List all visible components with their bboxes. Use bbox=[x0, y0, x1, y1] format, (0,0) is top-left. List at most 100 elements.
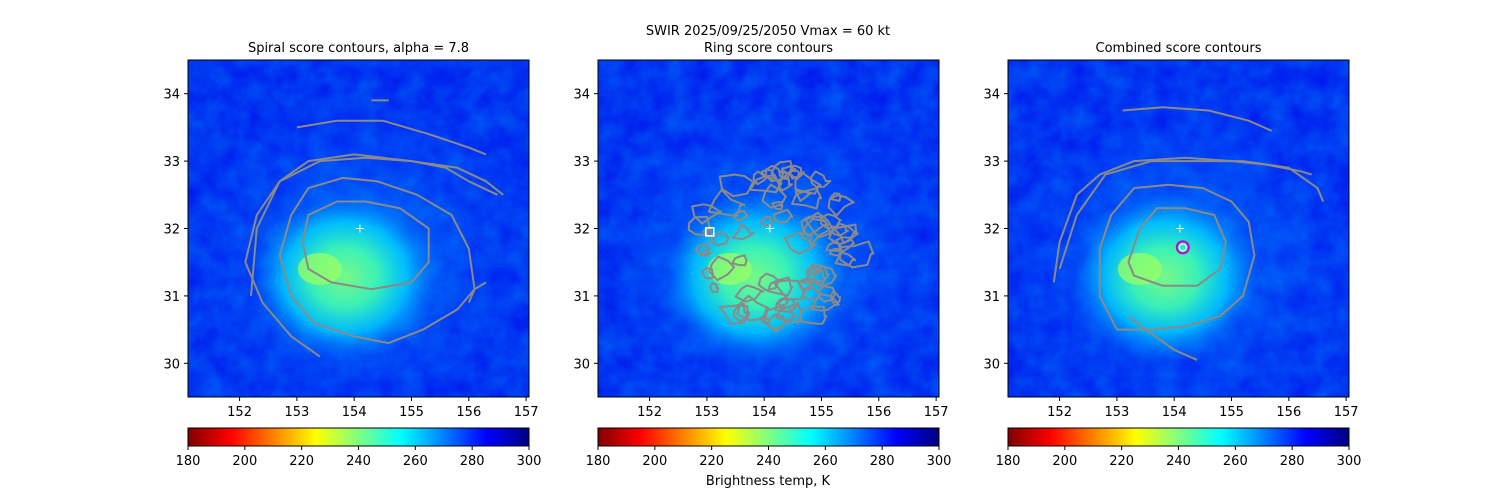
y-tick-label: 34 bbox=[573, 88, 590, 103]
y-tick-label: 33 bbox=[163, 155, 180, 170]
storm-center-marker bbox=[765, 224, 774, 233]
score-contour bbox=[757, 272, 781, 292]
score-contour bbox=[701, 267, 715, 280]
colorbar-tick-label: 220 bbox=[1109, 454, 1134, 469]
score-contour bbox=[296, 119, 487, 156]
score-contour bbox=[791, 187, 823, 210]
score-contour bbox=[810, 293, 840, 312]
colorbar-gradient bbox=[188, 428, 529, 446]
score-contour bbox=[828, 222, 858, 246]
score-contour bbox=[1122, 106, 1273, 132]
brightness-temp-image bbox=[188, 60, 529, 397]
score-contour bbox=[718, 302, 749, 326]
score-contour bbox=[834, 251, 857, 267]
combined-center-inner bbox=[1178, 243, 1187, 252]
panel-3: Combined score contours 152 153 154 155 156 15… bbox=[983, 41, 1362, 469]
colorbar-tick-label: 280 bbox=[1280, 454, 1305, 469]
colorbar: 180 200 220 240 260 280 300 bbox=[586, 427, 952, 469]
colorbar-tick-label: 220 bbox=[289, 454, 314, 469]
score-contour bbox=[838, 240, 875, 269]
colorbar-tick-label: 280 bbox=[460, 454, 485, 469]
score-contour bbox=[718, 173, 756, 198]
colorbar-tick-label: 180 bbox=[176, 454, 201, 469]
score-contour bbox=[301, 200, 430, 291]
colorbar-label: Brightness temp, K bbox=[706, 474, 831, 489]
x-tick-label: 153 bbox=[284, 405, 309, 420]
x-tick-label: 155 bbox=[1219, 405, 1244, 420]
score-contour bbox=[772, 279, 807, 301]
score-contour bbox=[1098, 183, 1256, 331]
score-contour bbox=[709, 231, 730, 247]
colorbar-tick-label: 180 bbox=[586, 454, 611, 469]
colorbar-tick-label: 300 bbox=[1337, 454, 1362, 469]
score-contour bbox=[834, 236, 855, 254]
score-contour bbox=[244, 153, 504, 358]
y-tick-label: 30 bbox=[983, 357, 1000, 372]
colorbar-gradient bbox=[1008, 428, 1349, 446]
score-contour bbox=[732, 304, 751, 322]
score-contour bbox=[250, 156, 498, 296]
x-tick-label: 152 bbox=[227, 405, 252, 420]
panel-title: Spiral score contours, alpha = 7.8 bbox=[248, 41, 469, 56]
score-contour bbox=[794, 172, 822, 195]
x-tick-label: 154 bbox=[342, 405, 367, 420]
y-tick-label: 34 bbox=[163, 88, 180, 103]
colorbar: 180 200 220 240 260 280 300 bbox=[176, 427, 542, 469]
score-contour bbox=[694, 242, 710, 256]
x-tick-label: 153 bbox=[694, 405, 719, 420]
score-contour bbox=[761, 183, 787, 209]
score-contour bbox=[760, 168, 775, 180]
y-tick-label: 31 bbox=[163, 290, 180, 305]
x-tick-label: 153 bbox=[1104, 405, 1129, 420]
score-contour bbox=[752, 170, 769, 186]
x-tick-label: 155 bbox=[399, 405, 424, 420]
colorbar-tick-label: 200 bbox=[232, 454, 257, 469]
storm-center-marker bbox=[1175, 224, 1184, 233]
score-contour bbox=[687, 215, 711, 237]
colorbar-tick-label: 260 bbox=[813, 454, 838, 469]
ring-center-marker bbox=[705, 227, 715, 237]
score-contour bbox=[817, 285, 837, 303]
colorbar-tick-label: 260 bbox=[1223, 454, 1248, 469]
y-tick-label: 30 bbox=[163, 357, 180, 372]
score-contour bbox=[789, 164, 805, 179]
y-tick-label: 32 bbox=[983, 223, 1000, 238]
x-tick-label: 155 bbox=[809, 405, 834, 420]
score-contour bbox=[776, 297, 789, 307]
score-contour bbox=[806, 263, 830, 283]
score-contour bbox=[278, 176, 476, 345]
score-contour bbox=[467, 281, 487, 303]
x-tick-label: 154 bbox=[1162, 405, 1187, 420]
score-contour bbox=[830, 192, 842, 202]
x-tick-label: 156 bbox=[866, 405, 891, 420]
score-contour bbox=[1127, 315, 1198, 361]
colorbar-tick-label: 300 bbox=[927, 454, 952, 469]
colorbar-tick-label: 260 bbox=[403, 454, 428, 469]
y-tick-label: 32 bbox=[163, 223, 180, 238]
x-tick-label: 157 bbox=[924, 405, 949, 420]
y-tick-label: 34 bbox=[983, 88, 1000, 103]
x-tick-label: 156 bbox=[1276, 405, 1301, 420]
x-tick-label: 157 bbox=[514, 405, 539, 420]
colorbar-tick-label: 240 bbox=[346, 454, 371, 469]
colorbar-tick-label: 280 bbox=[870, 454, 895, 469]
panel-title: Ring score contours bbox=[704, 41, 833, 56]
colorbar-tick-label: 240 bbox=[756, 454, 781, 469]
colorbar-tick-label: 200 bbox=[1052, 454, 1077, 469]
score-contour bbox=[708, 255, 736, 282]
score-contour bbox=[800, 305, 828, 325]
score-contour bbox=[767, 313, 789, 331]
colorbar-tick-label: 240 bbox=[1166, 454, 1191, 469]
x-tick-label: 152 bbox=[637, 405, 662, 420]
score-contour bbox=[778, 169, 790, 179]
score-contour bbox=[1127, 207, 1227, 287]
x-tick-label: 152 bbox=[1047, 405, 1072, 420]
panel-2: Ring score contours 152 153 154 155 156 157 30 3… bbox=[573, 41, 952, 469]
score-contour bbox=[809, 170, 832, 188]
panel-title: Combined score contours bbox=[1096, 41, 1262, 56]
colorbar-tick-label: 180 bbox=[996, 454, 1021, 469]
storm-center-marker bbox=[355, 224, 364, 233]
colorbar-tick-label: 300 bbox=[517, 454, 542, 469]
panel-1: Spiral score contours, alpha = 7.8 152 153… bbox=[163, 41, 542, 469]
